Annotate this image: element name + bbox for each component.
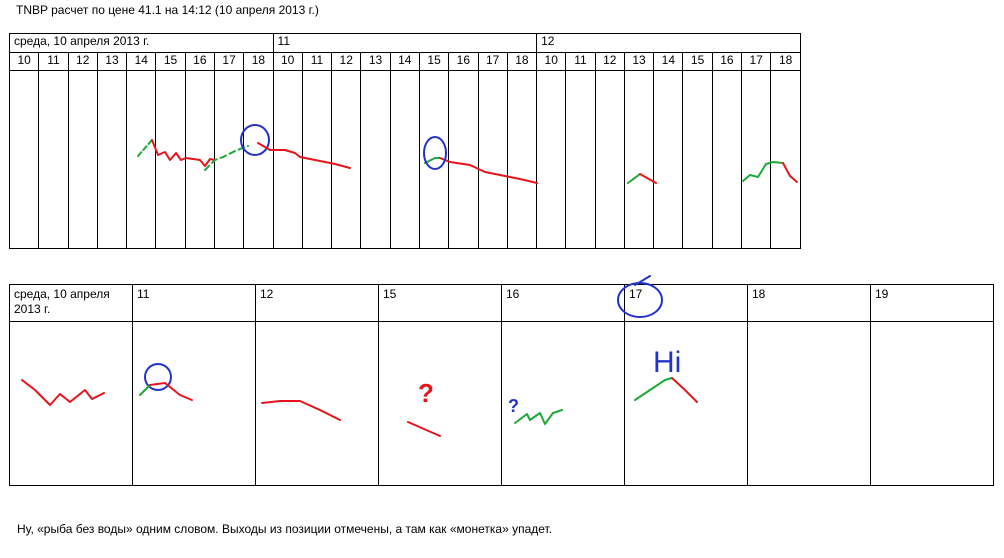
hour-cell [126,70,157,249]
day-cell [501,321,625,486]
hour-cell [243,70,274,249]
hour-cell [565,70,596,249]
day-header: среда, 10 апреля 2013 г. [9,284,133,322]
hour-cell [506,70,538,249]
hour-cell [536,70,567,249]
hour-header: 14 [389,52,420,71]
hour-cell [301,70,333,249]
day-header: 12 [536,33,801,53]
hour-cell [360,70,391,249]
hour-header: 14 [126,52,157,71]
hour-header: 18 [770,52,801,71]
hour-cell [594,70,625,249]
hour-cell [184,70,215,249]
days-table: среда, 10 апреля 2013 г. 11 12 15 16 17 18 19 [9,284,994,486]
hour-header: 17 [741,52,772,71]
day-header: 11 [132,284,256,322]
hour-header: 15 [682,52,713,71]
day-header: 18 [747,284,871,322]
hour-header: 16 [448,52,479,71]
hour-header: 13 [96,52,128,71]
hour-cell [8,70,40,249]
hour-header: 10 [536,52,567,71]
hour-header: 11 [38,52,69,71]
hour-header: 10 [8,52,40,71]
hour-cell [389,70,420,249]
hour-cell [96,70,128,249]
hour-cell [711,70,743,249]
day-cell [870,321,994,486]
hour-cell [770,70,801,249]
day-header: 15 [378,284,502,322]
hour-cell [418,70,450,249]
hour-cell [653,70,684,249]
hour-header: 17 [477,52,508,71]
hour-cell [213,70,245,249]
day-cell [378,321,502,486]
day-cell [255,321,379,486]
hour-header: 18 [243,52,274,71]
hour-header: 16 [711,52,743,71]
hour-cell [272,70,303,249]
hour-header: 12 [594,52,625,71]
hour-cell [448,70,479,249]
day-cell [132,321,256,486]
hour-header: 13 [360,52,391,71]
hour-cell [682,70,713,249]
day-header: 16 [501,284,625,322]
day-header: 19 [870,284,994,322]
day-cell [747,321,871,486]
day-header: среда, 10 апреля 2013 г. [9,33,274,53]
hour-header: 14 [653,52,684,71]
hour-header: 15 [418,52,450,71]
day-cell [9,321,133,486]
day-header: 11 [272,33,538,53]
hour-header: 15 [155,52,186,71]
hour-header: 17 [213,52,245,71]
hour-cell [38,70,69,249]
hour-header: 18 [506,52,538,71]
hour-header: 10 [272,52,303,71]
hour-header: 12 [67,52,98,71]
hour-header: 11 [565,52,596,71]
footer-text: Ну, «рыба без воды» одним словом. Выходы… [17,522,553,536]
title: TNBP расчет по цене 41.1 на 14:12 (10 ап… [16,3,319,17]
hour-cell [477,70,508,249]
hour-cell [741,70,772,249]
hour-header: 16 [184,52,215,71]
hour-cell [67,70,98,249]
hour-cell [331,70,362,249]
hour-cell [623,70,655,249]
day-header: 17 [624,284,748,322]
hour-cell [155,70,186,249]
day-header: 12 [255,284,379,322]
day-cell [624,321,748,486]
hour-header: 13 [623,52,655,71]
hour-header: 12 [331,52,362,71]
hours-table: среда, 10 апреля 2013 г. 11 12 10 11 12 13 14 1… [8,33,801,249]
hour-header: 11 [301,52,333,71]
